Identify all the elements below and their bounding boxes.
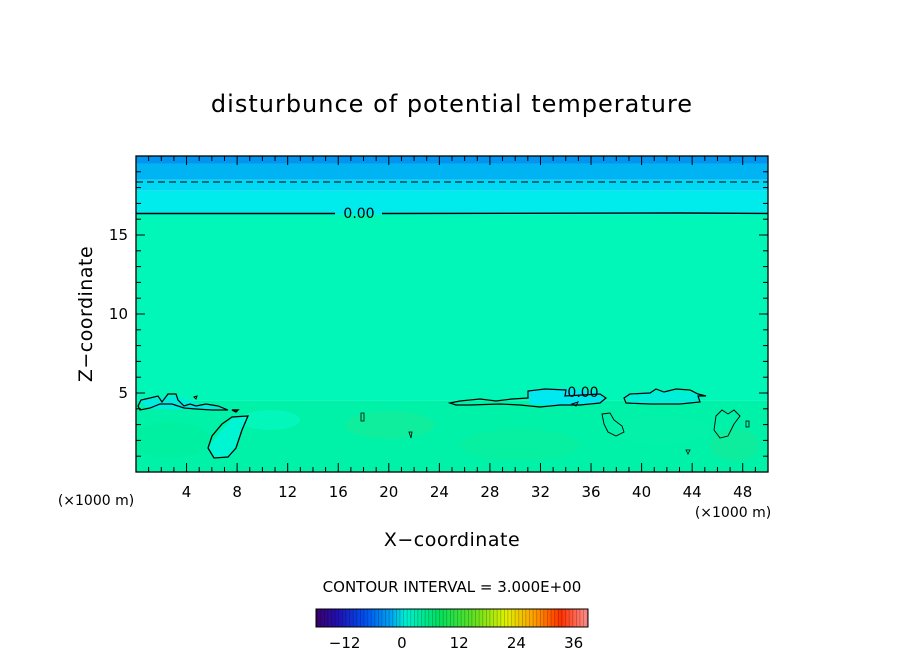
y-unit-label: (×1000 m)	[58, 493, 134, 509]
contour-line	[207, 415, 250, 459]
x-tick-label: 48	[733, 483, 752, 501]
x-tick-label: 32	[531, 483, 550, 501]
colorbar-tick-label: −12	[329, 634, 361, 652]
contour-line	[408, 431, 413, 439]
field-band	[136, 179, 768, 191]
x-tick-label: 44	[683, 483, 702, 501]
y-axis-label: Z−coordinate	[75, 246, 97, 382]
colorbar-tick-label: 12	[450, 634, 469, 652]
contour-line	[570, 401, 579, 407]
contour-line	[231, 409, 240, 413]
contour-line	[137, 393, 229, 411]
y-tick-label: 10	[109, 305, 128, 323]
x-axis-label: X−coordinate	[384, 529, 520, 551]
field-band	[136, 190, 768, 215]
contour-line	[193, 395, 198, 400]
x-tick-label: 28	[480, 483, 499, 501]
colorbar-tick-label: 24	[507, 634, 526, 652]
field-band	[136, 214, 768, 401]
colorbar-ticks: −12 0 12 24 36	[329, 634, 583, 652]
contour-interval-text: CONTOUR INTERVAL = 3.000E+00	[323, 578, 582, 596]
chart-title: disturbunce of potential temperature	[211, 90, 693, 118]
x-tick-label: 12	[278, 483, 297, 501]
x-tick-label: 36	[581, 483, 600, 501]
contour-label: 0.00	[567, 385, 598, 401]
plot-area	[136, 156, 768, 472]
contour-line	[713, 409, 741, 439]
x-unit-label: (×1000 m)	[695, 505, 771, 521]
colorbar-tick-label: 0	[397, 634, 407, 652]
anomaly-patch	[208, 415, 249, 458]
colorbar-tick-label: 36	[564, 634, 583, 652]
x-tick-label: 20	[379, 483, 398, 501]
contour-line	[447, 388, 608, 408]
colorbar: −12 0 12 24 36	[315, 608, 589, 652]
y-tick-label: 5	[118, 384, 128, 402]
x-tick-label: 40	[632, 483, 651, 501]
y-axis-ticks: 5 10 15	[109, 171, 768, 457]
y-tick-label: 15	[109, 226, 128, 244]
contour-zero-top	[136, 212, 768, 215]
x-tick-label: 8	[232, 483, 242, 501]
colorbar-bins	[316, 609, 588, 627]
x-tick-label: 4	[182, 483, 192, 501]
field-band	[136, 163, 768, 180]
contour-line	[601, 412, 625, 437]
contour-line	[360, 412, 365, 422]
low-level-texture	[136, 410, 760, 461]
contour-label: 0.00	[343, 206, 374, 222]
x-tick-label: 24	[430, 483, 449, 501]
contour-line	[623, 388, 707, 405]
colorbar-frame	[315, 608, 589, 628]
x-axis-ticks: 4 8 12 16 20 24 28 32 36 40 44 48	[148, 156, 756, 501]
x-tick-label: 16	[329, 483, 348, 501]
contour-line	[685, 449, 691, 455]
contour-line	[745, 420, 750, 428]
field-band	[136, 400, 768, 472]
anomaly-patch	[528, 388, 605, 406]
